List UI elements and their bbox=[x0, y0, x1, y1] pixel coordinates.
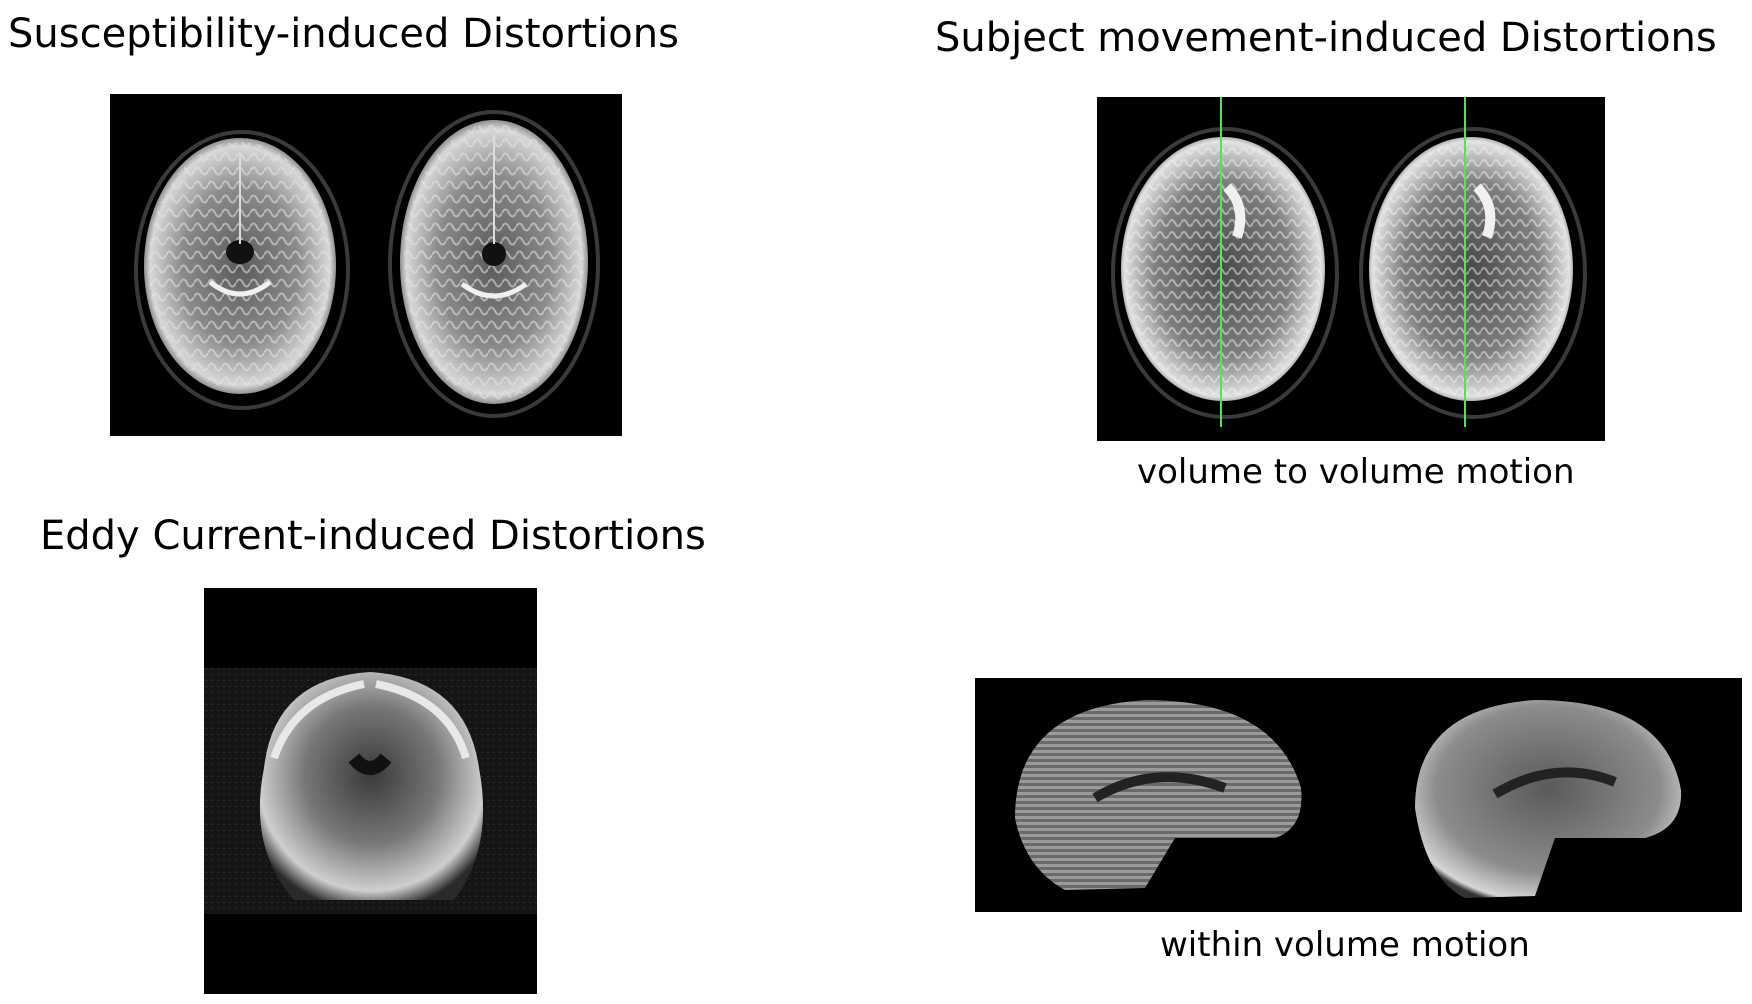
eddy-current-image bbox=[204, 588, 537, 994]
susceptibility-image bbox=[110, 94, 622, 436]
susceptibility-axial-slices bbox=[134, 110, 600, 418]
volume-motion-caption: volume to volume motion bbox=[1137, 452, 1575, 492]
eddy-current-coronal-slice bbox=[204, 668, 537, 914]
susceptibility-title: Susceptibility-induced Distortions bbox=[8, 11, 679, 57]
within-motion-caption: within volume motion bbox=[1160, 925, 1530, 965]
eddy-current-title: Eddy Current-induced Distortions bbox=[40, 513, 706, 559]
within-motion-sagittal-slices bbox=[1015, 700, 1682, 898]
within-motion-image bbox=[975, 678, 1742, 912]
subject-movement-title: Subject movement-induced Distortions bbox=[935, 15, 1717, 61]
volume-motion-axial-slices bbox=[1111, 97, 1587, 427]
volume-motion-image bbox=[1097, 97, 1605, 441]
